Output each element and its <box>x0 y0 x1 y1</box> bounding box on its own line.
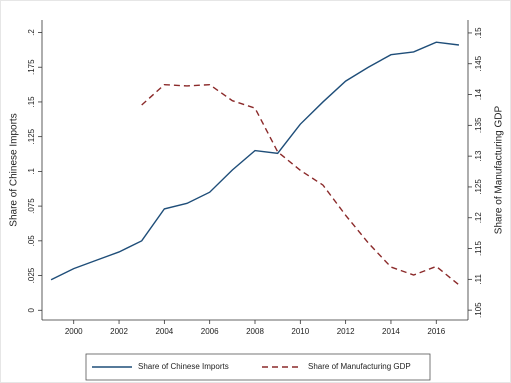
y-axis-title: Share of Chinese Imports <box>9 113 20 226</box>
y-tick-label: .125 <box>27 128 36 144</box>
y2-tick-label: .125 <box>474 179 483 195</box>
y-tick-label: .025 <box>27 267 36 283</box>
series-line <box>50 41 460 281</box>
x-tick-label: 2012 <box>337 327 355 336</box>
legend-label: Share of Manufacturing GDP <box>308 362 411 371</box>
y-tick-label: .05 <box>27 235 36 247</box>
y2-tick-label: .11 <box>474 274 483 285</box>
y-tick-label: 0 <box>27 308 36 313</box>
y2-tick-label: .14 <box>474 88 483 100</box>
x-tick-label: 2004 <box>155 327 173 336</box>
y-tick-label: .1 <box>27 168 36 175</box>
y-tick-label: .075 <box>27 198 36 214</box>
y2-tick-label: .115 <box>474 241 483 257</box>
x-tick-label: 2010 <box>291 327 309 336</box>
x-tick-label: 2016 <box>427 327 445 336</box>
x-tick-label: 2000 <box>65 327 83 336</box>
y-tick-label: .15 <box>27 96 36 108</box>
series-line <box>141 83 460 286</box>
legend-label: Share of Chinese Imports <box>138 362 229 371</box>
y2-axis-title: Share of Manufacturing GDP <box>494 105 505 234</box>
y-tick-label: .175 <box>27 59 36 75</box>
x-tick-label: 2006 <box>201 327 219 336</box>
y2-tick-label: .105 <box>474 302 483 318</box>
y2-tick-label: .135 <box>474 117 483 133</box>
x-tick-label: 2014 <box>382 327 400 336</box>
x-tick-label: 2002 <box>110 327 128 336</box>
y2-tick-label: .13 <box>474 150 483 162</box>
y2-tick-label: .145 <box>474 55 483 71</box>
legend-box <box>85 353 431 381</box>
x-tick-label: 2008 <box>246 327 264 336</box>
y2-tick-label: .12 <box>474 212 483 224</box>
y-tick-label: .2 <box>27 29 36 36</box>
y2-tick-label: .15 <box>474 27 483 39</box>
